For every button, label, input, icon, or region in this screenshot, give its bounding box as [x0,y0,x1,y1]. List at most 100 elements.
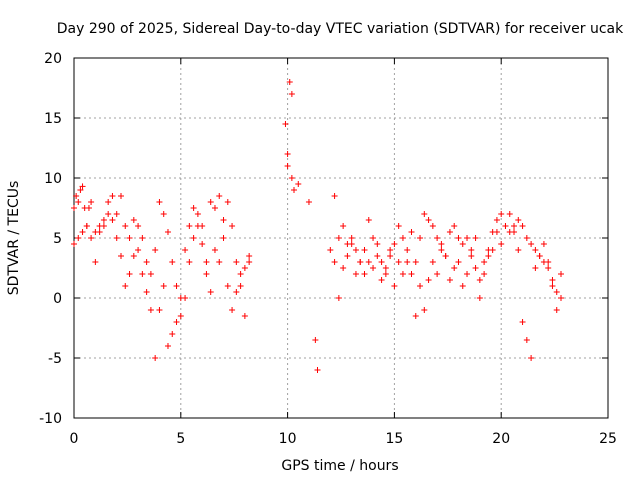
data-point [532,247,539,253]
y-tick-label: 5 [53,231,62,247]
data-point [126,235,133,241]
data-point [374,241,381,247]
data-point [481,271,488,277]
data-point [152,247,159,253]
data-point [378,277,385,283]
data-point [459,283,466,289]
data-point [498,211,505,217]
data-point [139,235,146,241]
data-point [408,229,415,235]
data-point [446,277,453,283]
data-point [395,259,402,265]
data-point [434,235,441,241]
x-tick-label: 0 [70,431,79,447]
y-tick-labels: -10 -5 0 5 10 15 20 [39,51,62,427]
data-point [73,193,80,199]
y-tick-label: 10 [44,171,62,187]
y-tick-label: -10 [39,411,62,427]
data-point [295,181,302,187]
data-point [549,277,556,283]
y-axis-label: SDTVAR / TECUs [6,181,22,296]
data-point [425,277,432,283]
data-point [246,259,253,265]
data-point [340,265,347,271]
data-point [96,229,103,235]
x-tick-label: 10 [279,431,297,447]
data-point [130,253,137,259]
data-point [286,79,293,85]
data-point [237,271,244,277]
data-point [387,253,394,259]
data-point [216,193,223,199]
data-point [190,235,197,241]
data-point [160,211,167,217]
data-point [75,235,82,241]
data-point [528,241,535,247]
data-point [468,253,475,259]
data-point [331,193,338,199]
data-point [493,217,500,223]
data-point [408,271,415,277]
data-point [549,283,556,289]
data-point [186,259,193,265]
data-point [455,235,462,241]
data-point [109,193,116,199]
data-point [241,313,248,319]
data-point [442,253,449,259]
data-point [399,271,406,277]
data-point [404,247,411,253]
data-point [100,217,107,223]
y-tick-label: 0 [53,291,62,307]
data-point [374,253,381,259]
data-point [122,223,129,229]
data-point [472,265,479,271]
data-point [216,259,223,265]
y-tick-label: 20 [44,51,62,67]
data-point [83,223,90,229]
data-point [399,235,406,241]
data-point [361,247,368,253]
data-point [464,271,471,277]
data-point [71,205,77,211]
data-point [545,259,552,265]
data-point [160,283,167,289]
data-point [511,229,518,235]
data-point [79,229,86,235]
data-point [455,259,462,265]
data-point [233,289,240,295]
data-point [237,283,244,289]
data-point [489,247,496,253]
data-point [288,91,295,97]
data-point [558,271,565,277]
data-point [220,235,227,241]
data-point [199,223,206,229]
data-point [199,241,206,247]
data-point [361,271,368,277]
data-point [229,223,236,229]
axis-ticks [73,57,609,419]
data-point [340,223,347,229]
data-point [71,241,77,247]
data-point [370,265,377,271]
data-point [536,253,543,259]
data-series [71,79,565,373]
data-point [143,259,150,265]
data-point [224,199,231,205]
data-point [365,259,372,265]
chart-title: Day 290 of 2025, Sidereal Day-to-day VTE… [57,21,624,37]
data-point [545,265,552,271]
x-tick-label: 15 [385,431,403,447]
data-point [540,241,547,247]
x-axis-label: GPS time / hours [281,458,398,474]
data-point [553,289,560,295]
x-tick-label: 20 [492,431,510,447]
data-point [105,211,112,217]
data-point [417,235,424,241]
data-point [429,259,436,265]
data-point [173,283,180,289]
data-point [314,367,321,373]
data-point [88,235,95,241]
data-point [147,271,154,277]
data-point [412,313,419,319]
